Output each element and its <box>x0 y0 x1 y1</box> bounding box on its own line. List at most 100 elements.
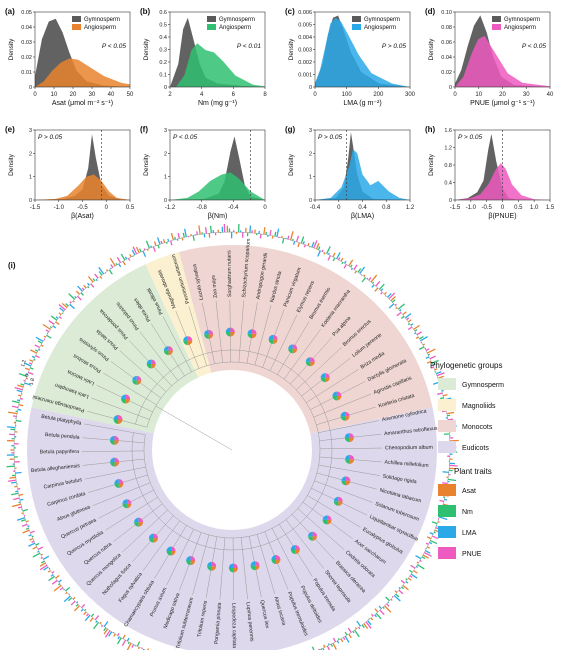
node-pie-slice <box>336 391 342 396</box>
trait-bar <box>378 605 382 610</box>
trait-bar <box>73 605 80 612</box>
p-value: P < 0.05 <box>102 43 127 50</box>
trait-bar <box>99 275 103 279</box>
trait-bar <box>106 269 109 272</box>
node-pie-slice <box>268 339 274 344</box>
trait-bar <box>332 637 337 643</box>
node-pie-slice <box>118 478 124 484</box>
legend-trait-label: Nm <box>462 509 473 516</box>
node-pie-slice <box>126 499 132 504</box>
node-pie-slice <box>186 560 191 566</box>
p-value: P < 0.01 <box>237 43 262 50</box>
y-tick-label: 3 <box>29 128 32 134</box>
trait-bar <box>136 641 141 647</box>
density-area-angiosperm <box>35 58 130 87</box>
species-label: Chenopodium album <box>385 445 433 452</box>
x-axis-label: PNUE (μmol g⁻¹ s⁻¹) <box>470 100 535 107</box>
trait-bar <box>332 257 336 262</box>
trait-bar <box>433 531 436 534</box>
trait-bar <box>183 228 187 237</box>
legend-label: Angiosperm <box>84 25 116 31</box>
trait-bar <box>75 603 79 607</box>
trait-bar <box>11 492 19 496</box>
trait-bar <box>422 554 429 559</box>
node-pie-slice <box>109 440 115 445</box>
panel-tag: (a) <box>5 7 15 16</box>
trait-bar <box>447 418 454 421</box>
trait-bar <box>9 476 16 479</box>
trait-bar <box>48 320 55 325</box>
y-tick-label: 0.3 <box>159 48 167 54</box>
trait-bar <box>302 241 305 245</box>
tree-branch <box>297 508 345 550</box>
trait-bar <box>410 323 414 326</box>
x-tick-label: 20 <box>499 92 506 98</box>
node-pie-slice <box>345 476 351 481</box>
x-tick-label: -0.4 <box>228 205 239 211</box>
node-pie-slice <box>320 373 326 378</box>
tree-branch <box>188 306 207 366</box>
node-pie-slice <box>146 359 152 364</box>
trait-bar <box>372 281 375 284</box>
legend-swatch <box>207 24 216 30</box>
trait-bar <box>388 292 396 300</box>
trait-bar <box>75 290 80 295</box>
node-pie-slice <box>349 454 355 460</box>
tree-arc <box>143 361 321 539</box>
trait-bar <box>24 382 31 386</box>
node-pie-slice <box>148 538 154 543</box>
panel-8: -1.5 -1.0 -0.5 0 0.5 1.0 1.5 0 0.4 0.8 1.2 1.6 (h) β(… <box>425 125 555 220</box>
node-pie-slice <box>187 336 193 341</box>
node-pie-slice <box>275 559 281 565</box>
y-axis-label: Density <box>143 153 150 175</box>
trait-bar <box>49 326 52 329</box>
trait-bar <box>11 405 19 409</box>
x-tick-label: -1.5 <box>30 205 41 211</box>
node-pie-slice <box>273 339 278 344</box>
trait-bar <box>29 349 38 354</box>
trait-bar <box>81 604 86 609</box>
trait-bar <box>18 404 24 407</box>
panel-tag: (h) <box>425 125 436 134</box>
tree-branch <box>219 537 226 600</box>
node-pie-slice <box>126 503 132 509</box>
node-pie-slice <box>168 346 173 351</box>
trait-bar <box>67 597 73 602</box>
density-area-angiosperm <box>170 172 265 200</box>
trait-bar <box>47 570 51 573</box>
trait-bar <box>28 371 34 375</box>
node-pie-slice <box>228 567 234 573</box>
trait-bar <box>363 623 369 630</box>
trait-bar <box>95 620 98 623</box>
node-pie-slice <box>190 560 196 566</box>
node-pie-slice <box>349 437 354 443</box>
trait-bar <box>85 613 89 617</box>
y-tick-label: 1.6 <box>444 128 452 134</box>
node-pie-slice <box>250 565 256 571</box>
trait-bar <box>65 591 68 595</box>
y-tick-label: 0.001 <box>298 73 312 79</box>
trait-bar <box>20 383 25 386</box>
node-pie-slice <box>136 380 142 385</box>
node-pie-slice <box>345 480 351 486</box>
node-pie-slice <box>340 416 346 421</box>
trait-bar <box>43 566 49 571</box>
trait-bar <box>126 637 130 642</box>
node-pie-slice <box>327 519 332 525</box>
trait-bar <box>76 295 82 301</box>
trait-bar <box>122 634 126 640</box>
trait-bar <box>39 564 48 571</box>
node-pie-slice <box>136 375 142 381</box>
trait-bar <box>110 264 114 268</box>
p-value: P > 0.05 <box>38 134 63 141</box>
node-pie-slice <box>344 433 350 438</box>
tree-branch <box>166 529 194 586</box>
y-tick-label: 3 <box>164 128 167 134</box>
y-tick-label: 0.1 <box>159 73 167 79</box>
trait-bar <box>327 643 330 646</box>
trait-bar <box>61 302 68 309</box>
node-pie-slice <box>207 566 212 571</box>
trait-bar <box>419 336 424 340</box>
node-pie-slice <box>109 435 115 441</box>
tree-branch <box>313 393 372 418</box>
